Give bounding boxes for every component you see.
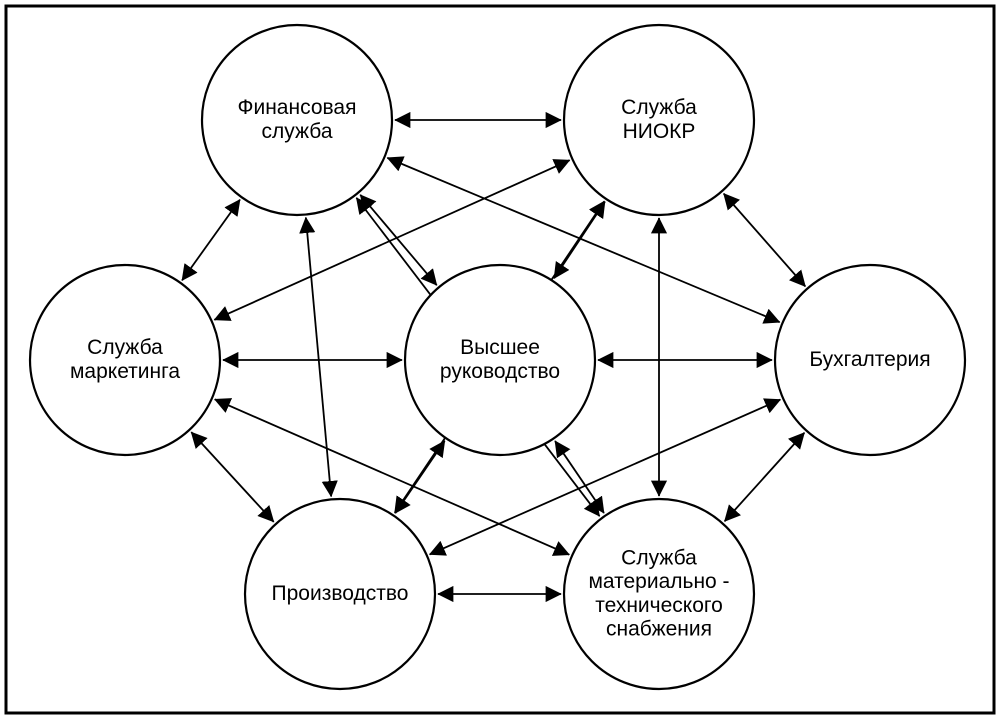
node-production-label: Производство — [272, 582, 409, 605]
node-rnd-label: СлужбаНИОКР — [621, 96, 697, 143]
network-diagram: Финансоваяслужба СлужбаНИОКР Службамаркети… — [0, 0, 1000, 719]
node-supply: Службаматериально -техническогоснабжения — [564, 499, 754, 689]
node-top: Высшееруководство — [405, 265, 595, 455]
node-rnd: СлужбаНИОКР — [564, 25, 754, 215]
node-production: Производство — [245, 499, 435, 689]
node-marketing: Службамаркетинга — [30, 265, 220, 455]
node-finance: Финансоваяслужба — [202, 25, 392, 215]
diagram-frame: Финансоваяслужба СлужбаНИОКР Службамаркети… — [0, 0, 1000, 719]
node-accounting-label: Бухгалтерия — [809, 348, 930, 371]
node-accounting: Бухгалтерия — [775, 265, 965, 455]
